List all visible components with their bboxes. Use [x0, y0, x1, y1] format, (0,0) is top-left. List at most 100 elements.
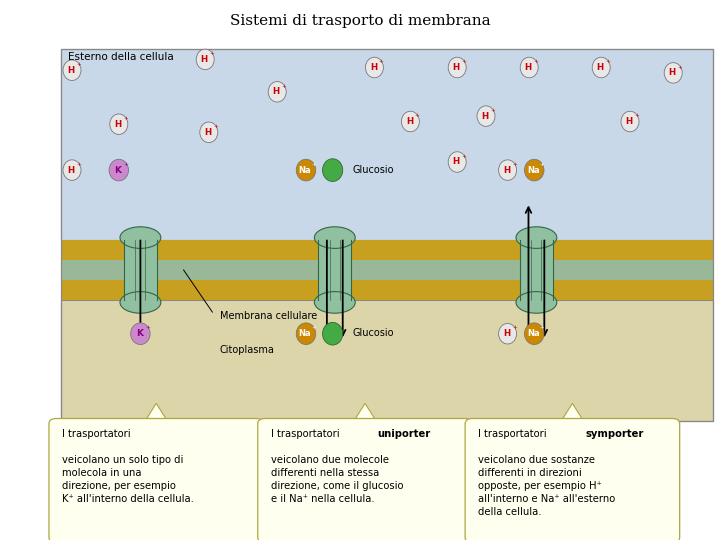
Text: +: + [282, 84, 287, 89]
Text: uniporter: uniporter [377, 429, 431, 440]
Ellipse shape [498, 323, 516, 344]
Ellipse shape [315, 292, 355, 313]
Text: Na: Na [299, 329, 311, 338]
Bar [61, 280, 713, 300]
Text: +: + [539, 325, 544, 330]
Text: +: + [76, 162, 81, 167]
Text: Membrana cellulare: Membrana cellulare [220, 311, 317, 321]
Text: +: + [462, 154, 467, 159]
Text: H: H [669, 69, 676, 77]
Text: I trasportatori: I trasportatori [271, 429, 343, 440]
Text: H: H [626, 117, 633, 126]
Ellipse shape [621, 111, 639, 132]
Ellipse shape [196, 49, 215, 70]
Bar [124, 243, 157, 297]
Text: +: + [311, 161, 315, 166]
Text: Sistemi di trasporto di membrana: Sistemi di trasporto di membrana [230, 14, 490, 28]
Text: +: + [512, 162, 517, 167]
Polygon shape [352, 403, 378, 424]
Text: +: + [379, 59, 384, 64]
Ellipse shape [323, 322, 343, 345]
Text: H: H [68, 66, 75, 75]
Text: I trasportatori symporter
veicolano due molecole
differenti nella stessa
direzio: I trasportatori symporter veicolano due … [271, 429, 403, 490]
Ellipse shape [199, 122, 217, 143]
Ellipse shape [109, 159, 129, 181]
Ellipse shape [323, 159, 343, 181]
Text: H: H [597, 63, 604, 72]
Text: H: H [68, 166, 75, 174]
Text: +: + [415, 113, 420, 118]
Text: H: H [406, 117, 413, 126]
Text: H: H [204, 128, 212, 137]
Ellipse shape [498, 160, 516, 180]
Text: veicolano un solo tipo di
molecola in una
direzione, per esempio
K⁺ all'interno : veicolano un solo tipo di molecola in un… [62, 430, 194, 504]
Bar [61, 300, 713, 421]
Text: H: H [453, 158, 460, 166]
Text: H: H [273, 87, 280, 96]
Text: Citoplasma: Citoplasma [220, 345, 274, 355]
Polygon shape [143, 403, 169, 424]
Text: +: + [512, 326, 517, 330]
Ellipse shape [524, 159, 544, 181]
Text: Glucosio: Glucosio [353, 165, 395, 174]
Text: H: H [503, 166, 510, 174]
Text: K: K [114, 166, 122, 174]
Text: K: K [136, 329, 143, 338]
Text: +: + [311, 325, 315, 330]
Text: I trasportatori antiporter
veicolano due sostanze
differenti in direzioni
oppost: I trasportatori antiporter veicolano due… [478, 429, 616, 503]
Ellipse shape [448, 57, 467, 78]
Ellipse shape [516, 227, 557, 248]
Text: +: + [123, 116, 128, 121]
Text: Na: Na [299, 166, 311, 174]
Ellipse shape [402, 111, 419, 132]
Ellipse shape [516, 292, 557, 313]
Ellipse shape [592, 57, 610, 78]
Ellipse shape [366, 57, 384, 78]
Text: H: H [503, 329, 510, 338]
Text: Esterno della cellula: Esterno della cellula [68, 52, 174, 62]
Ellipse shape [120, 227, 161, 248]
Ellipse shape [63, 160, 81, 180]
Text: +: + [606, 59, 611, 64]
Text: Na: Na [527, 166, 539, 174]
Text: I trasportatori: I trasportatori [62, 429, 134, 440]
Text: H: H [201, 55, 208, 64]
Text: Na: Na [527, 329, 539, 338]
Text: H: H [114, 120, 122, 129]
Bar [61, 240, 713, 260]
Bar [61, 49, 713, 240]
Ellipse shape [131, 323, 150, 345]
Ellipse shape [665, 63, 683, 83]
Text: H: H [453, 63, 460, 72]
Text: H: H [525, 63, 532, 72]
Ellipse shape [268, 82, 287, 102]
Bar [520, 243, 553, 297]
Text: symporter: symporter [586, 429, 644, 440]
Text: H: H [482, 112, 489, 120]
Text: +: + [213, 124, 218, 129]
Text: +: + [634, 113, 639, 118]
Text: veicolano due sostanze
differenti in direzioni
opposte, per esempio H⁺
all'inter: veicolano due sostanze differenti in dir… [478, 430, 616, 517]
Bar [61, 260, 713, 280]
Text: +: + [678, 65, 683, 70]
Ellipse shape [110, 114, 128, 134]
Ellipse shape [521, 57, 539, 78]
Ellipse shape [297, 159, 316, 181]
Bar [61, 49, 713, 421]
Ellipse shape [297, 323, 316, 345]
Text: veicolano due molecole
differenti nella stessa
direzione, come il glucosio
e il : veicolano due molecole differenti nella … [271, 430, 403, 504]
FancyBboxPatch shape [258, 418, 472, 540]
FancyBboxPatch shape [465, 418, 680, 540]
Text: +: + [490, 108, 495, 113]
FancyBboxPatch shape [49, 418, 264, 540]
Text: +: + [539, 161, 544, 166]
Bar [318, 243, 351, 297]
Text: +: + [210, 51, 215, 56]
Text: H: H [370, 63, 377, 72]
Text: I trasportatori: I trasportatori [478, 429, 550, 440]
Ellipse shape [120, 292, 161, 313]
Ellipse shape [524, 323, 544, 345]
Ellipse shape [63, 60, 81, 80]
Ellipse shape [315, 227, 355, 248]
Text: I trasportatori uniporter
veicolano un solo tipo di
molecola in una
direzione, p: I trasportatori uniporter veicolano un s… [62, 429, 194, 490]
